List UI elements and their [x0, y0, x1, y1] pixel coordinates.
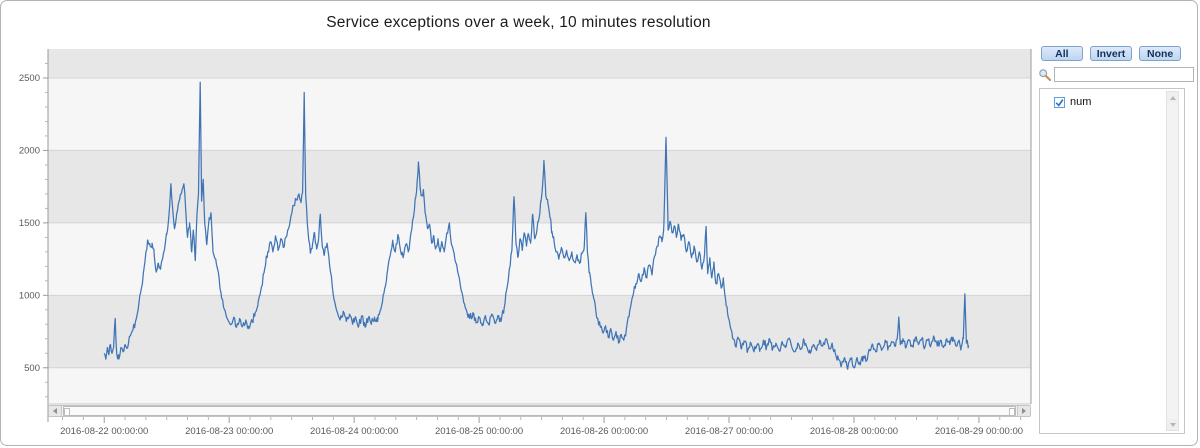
x-tick-label: 2016-08-25 00:00:00: [435, 426, 523, 437]
scroll-right-button[interactable]: [1017, 406, 1030, 416]
y-tick-label: 2500: [19, 73, 40, 84]
check-icon: [1055, 98, 1064, 107]
invert-selection-button[interactable]: Invert: [1089, 46, 1133, 61]
scroll-down-button[interactable]: [1167, 419, 1178, 430]
y-tick-label: 1000: [19, 290, 40, 301]
select-all-button[interactable]: All: [1041, 46, 1083, 61]
series-list-item[interactable]: num: [1054, 96, 1184, 108]
x-tick-label: 2016-08-26 00:00:00: [560, 426, 648, 437]
chart-canvas[interactable]: 500 1000 1500 2000 2500 2016-08-22 00:00:00 20…: [16, 41, 1036, 441]
x-tick-label: 2016-08-22 00:00:00: [60, 426, 148, 437]
series-item-label[interactable]: num: [1070, 96, 1092, 108]
x-tick-label: 2016-08-29 00:00:00: [935, 426, 1023, 437]
chart-title: Service exceptions over a week, 10 minut…: [326, 14, 711, 31]
series-panel: All Invert None num: [1037, 46, 1194, 434]
arrow-left-icon: [53, 408, 57, 414]
arrow-up-icon: [1169, 95, 1176, 100]
series-listbox[interactable]: num: [1039, 88, 1185, 434]
x-tick-label: 2016-08-24 00:00:00: [310, 426, 398, 437]
plot-band: [48, 367, 1031, 404]
series-line-num: [103, 81, 970, 370]
select-none-button[interactable]: None: [1139, 46, 1181, 61]
x-tick-label: 2016-08-28 00:00:00: [810, 426, 898, 437]
plot-band: [48, 295, 1031, 368]
series-search-input[interactable]: [1054, 67, 1194, 82]
plot-band: [48, 49, 1031, 78]
scroll-left-button[interactable]: [49, 406, 62, 416]
y-tick-label: 1500: [19, 218, 40, 229]
y-tick-label: 2000: [19, 145, 40, 156]
thumb-grip-right[interactable]: [1009, 408, 1015, 416]
arrow-down-icon: [1169, 422, 1176, 427]
scrollbar-thumb[interactable]: [63, 406, 1016, 416]
x-tick-label: 2016-08-23 00:00:00: [185, 426, 273, 437]
list-v-scrollbar[interactable]: [1166, 91, 1179, 431]
y-tick-label: 500: [24, 363, 40, 374]
chart-h-scrollbar[interactable]: [48, 405, 1031, 417]
thumb-grip-left[interactable]: [64, 408, 70, 416]
plot-band: [48, 77, 1031, 151]
selection-buttons: All Invert None: [1037, 46, 1187, 61]
scroll-up-button[interactable]: [1167, 92, 1178, 103]
series-checkbox-checked[interactable]: [1054, 96, 1065, 108]
search-row: [1037, 67, 1194, 82]
search-icon: [1039, 68, 1052, 81]
arrow-right-icon: [1022, 408, 1026, 414]
x-tick-label: 2016-08-27 00:00:00: [685, 426, 773, 437]
